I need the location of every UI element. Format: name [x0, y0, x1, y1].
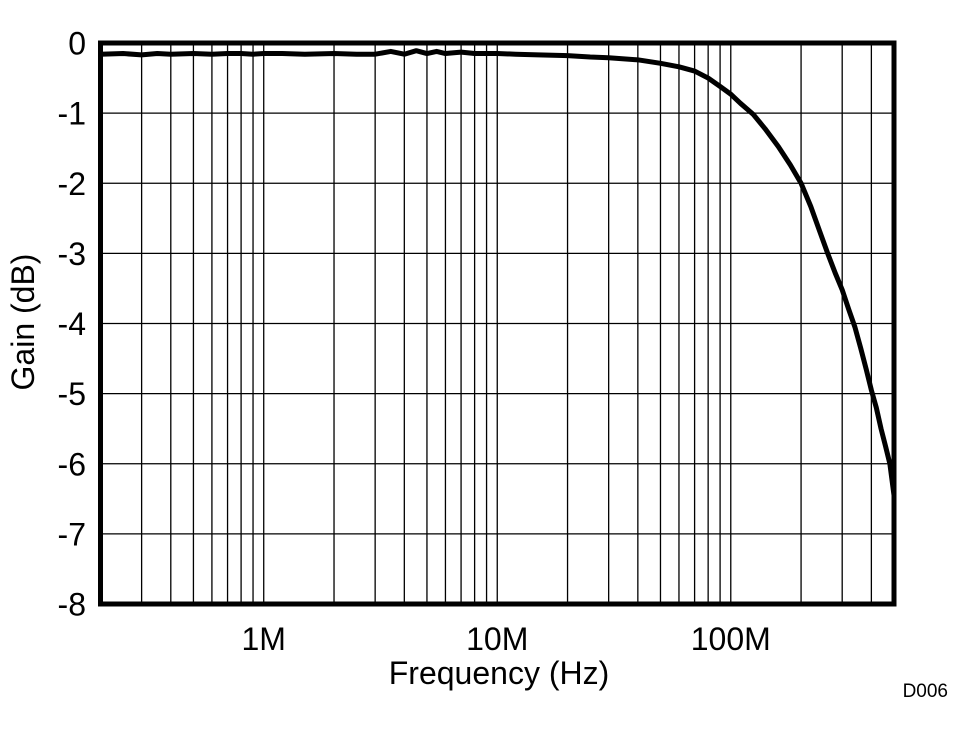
y-tick-label: -1 [58, 96, 86, 132]
y-tick-label: -6 [58, 446, 86, 482]
y-axis-tick-labels: 0 -1 -2 -3 -4 -5 -6 -7 -8 [58, 26, 86, 623]
x-axis-title: Frequency (Hz) [389, 655, 610, 691]
x-tick-label: 10M [466, 621, 528, 657]
y-tick-label: 0 [68, 26, 86, 62]
x-tick-label: 100M [691, 621, 771, 657]
y-tick-label: -5 [58, 376, 86, 412]
y-tick-label: -2 [58, 166, 86, 202]
watermark-label: D006 [903, 681, 948, 702]
y-tick-label: -7 [58, 516, 86, 552]
y-tick-label: -3 [58, 236, 86, 272]
plot-frame [98, 40, 897, 607]
curve-gain [98, 48, 897, 498]
y-axis-title: Gain (dB) [5, 254, 41, 391]
x-tick-label: 1M [241, 621, 285, 657]
y-tick-label: -4 [58, 306, 86, 342]
y-tick-label: -8 [58, 587, 86, 623]
x-axis-tick-labels: 1M 10M 100M [241, 621, 770, 657]
gain-curve [98, 48, 897, 498]
grid-lines [100, 43, 894, 604]
